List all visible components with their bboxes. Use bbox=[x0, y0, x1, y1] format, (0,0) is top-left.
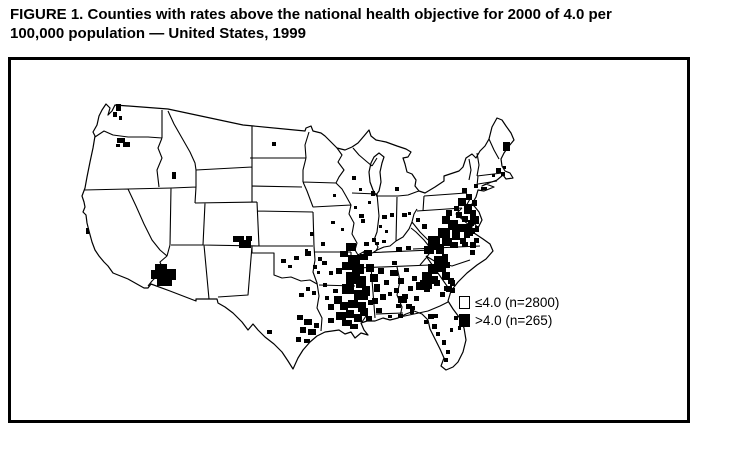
figure-title: FIGURE 1. Counties with rates above the … bbox=[10, 5, 732, 43]
legend-label-high: >4.0 (n=265) bbox=[475, 312, 553, 328]
figure-title-line2: 100,000 population — United States, 1999 bbox=[10, 25, 306, 42]
legend-swatch-high-icon bbox=[459, 313, 470, 327]
us-outline bbox=[81, 103, 515, 371]
legend-item-low: ≤4.0 (n=2800) bbox=[459, 293, 559, 311]
legend-item-high: >4.0 (n=265) bbox=[459, 311, 559, 329]
figure-title-line1: FIGURE 1. Counties with rates above the … bbox=[10, 6, 612, 23]
lake-michigan bbox=[368, 152, 385, 196]
legend-swatch-low-icon bbox=[459, 295, 470, 309]
legend-label-low: ≤4.0 (n=2800) bbox=[475, 294, 560, 310]
figure-frame bbox=[8, 57, 690, 423]
high-rate-county-fills bbox=[86, 104, 510, 362]
map-legend: ≤4.0 (n=2800) >4.0 (n=265) bbox=[459, 293, 559, 329]
